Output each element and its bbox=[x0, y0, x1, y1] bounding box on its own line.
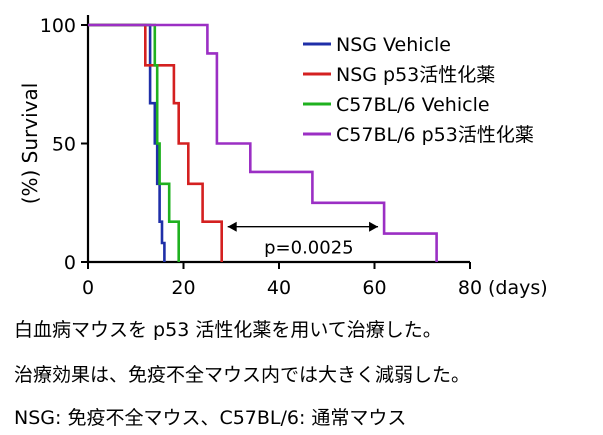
chart-axes: 0 50 100 0 20 40 60 80 (%) Survival (days) bbox=[18, 15, 548, 299]
y-axis-label: (%) Survival bbox=[18, 83, 42, 205]
series-line-3 bbox=[88, 23, 180, 262]
series-line-4 bbox=[88, 23, 438, 262]
legend-label-3: C57BL/6 Vehicle bbox=[336, 94, 490, 116]
annotation-p-value: p=0.0025 bbox=[264, 238, 354, 259]
x-axis-label: (days) bbox=[488, 277, 548, 299]
legend-label-4: C57BL/6 p53活性化薬 bbox=[336, 124, 534, 146]
survival-chart: 0 50 100 0 20 40 60 80 (%) Survival (days) p=0.00… bbox=[18, 15, 548, 299]
x-tick-label: 20 bbox=[171, 277, 195, 299]
series-line-2 bbox=[88, 23, 223, 262]
x-tick-label: 40 bbox=[267, 277, 291, 299]
annotation-arrowhead-left bbox=[227, 221, 237, 232]
chart-series bbox=[88, 23, 438, 262]
caption-line-1: 白血病マウスを p53 活性化薬を用いて治療した。 bbox=[14, 319, 442, 341]
y-tick-label: 50 bbox=[52, 134, 76, 156]
chart-annotation: p=0.0025 bbox=[227, 221, 379, 259]
y-tick-label: 100 bbox=[40, 15, 76, 37]
caption-line-3: NSG: 免疫不全マウス、C57BL/6: 通常マウス bbox=[14, 407, 407, 429]
caption-line-2: 治療効果は、免疫不全マウス内では大きく減弱した。 bbox=[14, 364, 471, 386]
annotation-arrowhead-right bbox=[369, 221, 379, 232]
x-tick-label: 0 bbox=[82, 277, 94, 299]
chart-legend: NSG Vehicle NSG p53活性化薬 C57BL/6 Vehicle C57… bbox=[303, 34, 534, 146]
x-tick-label: 60 bbox=[362, 277, 386, 299]
legend-label-2: NSG p53活性化薬 bbox=[336, 64, 495, 86]
x-tick-label: 80 bbox=[458, 277, 482, 299]
legend-label-1: NSG Vehicle bbox=[336, 34, 451, 56]
series-line-1 bbox=[88, 23, 166, 262]
y-tick-label: 0 bbox=[64, 252, 76, 274]
